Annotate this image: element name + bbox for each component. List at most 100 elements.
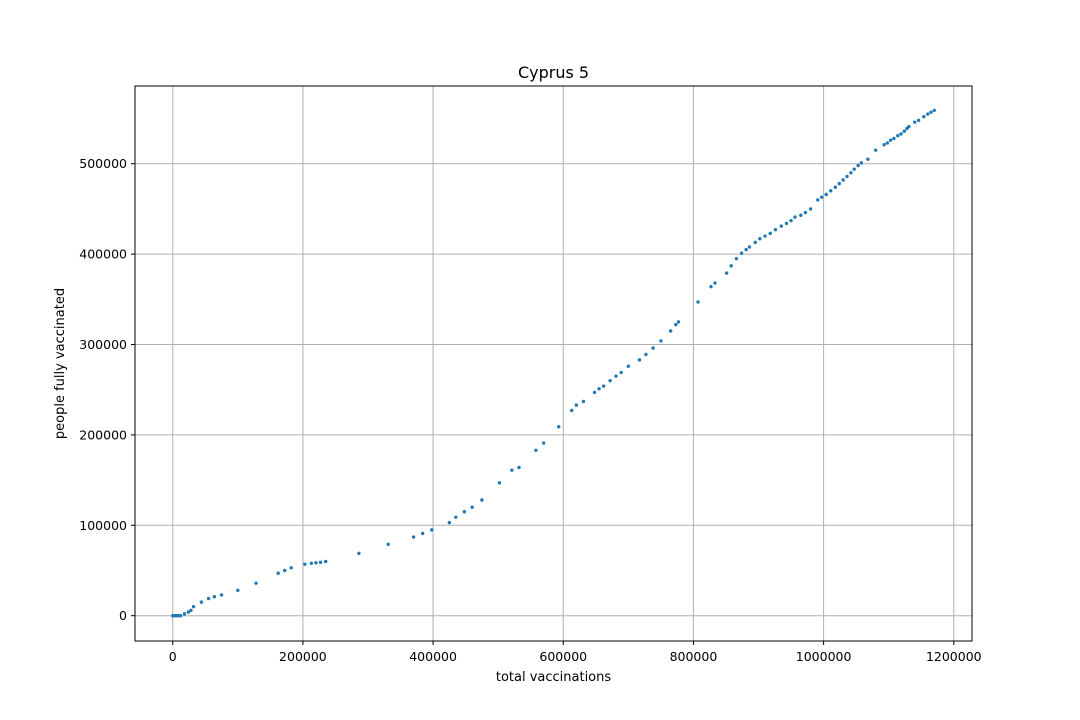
data-point xyxy=(357,551,361,556)
data-point xyxy=(758,237,762,241)
y-tick-label: 300000 xyxy=(79,337,127,352)
y-axis-ticks: 0 100000 200000 300000 400000 500000 xyxy=(79,156,135,623)
data-point xyxy=(199,600,204,604)
data-point xyxy=(916,118,921,123)
data-point xyxy=(411,535,416,539)
data-point xyxy=(734,256,739,261)
data-point xyxy=(309,561,314,565)
data-point xyxy=(837,181,841,186)
data-point xyxy=(386,542,390,546)
data-point xyxy=(212,595,217,599)
data-point xyxy=(178,613,183,618)
data-point xyxy=(592,390,597,395)
data-point xyxy=(899,132,903,136)
x-tick-label: 800000 xyxy=(670,649,718,664)
data-point xyxy=(856,163,860,168)
data-point xyxy=(534,448,538,452)
data-point xyxy=(430,528,434,532)
data-point xyxy=(454,515,458,519)
data-point xyxy=(829,189,833,193)
data-point xyxy=(674,322,678,327)
data-point xyxy=(276,571,280,575)
data-point xyxy=(206,596,211,601)
data-point xyxy=(773,228,778,232)
data-point xyxy=(824,192,828,197)
data-point xyxy=(608,378,612,383)
data-point xyxy=(888,138,893,142)
data-point xyxy=(557,425,561,429)
x-axis-label: total vaccinations xyxy=(496,670,612,685)
data-point xyxy=(236,588,240,593)
data-point xyxy=(793,215,797,219)
data-point xyxy=(724,271,729,275)
data-point xyxy=(219,593,224,597)
data-point xyxy=(709,284,713,289)
data-point xyxy=(420,531,425,536)
y-axis-label: people fully vaccinated xyxy=(53,288,68,439)
x-tick-label: 200000 xyxy=(279,649,327,664)
data-point xyxy=(803,210,808,215)
data-point xyxy=(763,234,767,238)
data-point xyxy=(510,468,514,472)
data-point xyxy=(282,568,287,573)
data-point xyxy=(892,136,896,141)
data-point xyxy=(873,148,878,152)
y-tick-label: 200000 xyxy=(79,427,127,442)
data-point xyxy=(619,370,623,375)
data-point xyxy=(816,198,820,202)
data-point xyxy=(913,120,917,124)
data-point xyxy=(574,403,578,407)
y-tick-label: 0 xyxy=(119,608,127,623)
data-point xyxy=(744,247,748,252)
data-point xyxy=(191,604,196,609)
x-tick-label: 1200000 xyxy=(926,649,982,664)
data-point xyxy=(601,384,606,388)
data-point xyxy=(866,157,870,161)
data-point xyxy=(254,581,258,585)
data-point xyxy=(926,112,930,116)
data-point xyxy=(497,481,502,485)
grid-lines xyxy=(135,86,972,641)
data-point xyxy=(318,560,323,565)
data-point xyxy=(447,520,452,525)
y-tick-label: 500000 xyxy=(79,156,127,171)
data-point xyxy=(614,374,618,378)
data-point xyxy=(713,281,717,285)
data-point xyxy=(668,329,673,333)
data-point xyxy=(753,240,757,245)
data-points xyxy=(171,108,936,618)
data-point xyxy=(808,207,813,211)
data-point xyxy=(659,339,663,343)
data-point xyxy=(480,498,484,502)
x-axis-ticks: 0 200000 400000 600000 800000 1000000 1200000 xyxy=(169,641,982,664)
data-point xyxy=(739,251,744,255)
data-point xyxy=(644,352,648,357)
data-point xyxy=(882,143,886,147)
data-point xyxy=(470,505,474,509)
data-point xyxy=(849,171,853,175)
data-point xyxy=(626,364,631,368)
data-point xyxy=(922,115,926,119)
data-point xyxy=(907,124,911,129)
data-point xyxy=(651,346,655,350)
chart-title: Cyprus 5 xyxy=(518,63,589,82)
data-point xyxy=(542,441,546,445)
data-point xyxy=(303,562,307,566)
data-point xyxy=(784,221,789,226)
x-tick-label: 600000 xyxy=(539,649,587,664)
data-point xyxy=(570,408,574,413)
data-point xyxy=(517,465,521,470)
data-point xyxy=(747,245,752,249)
data-point xyxy=(902,129,907,133)
data-point xyxy=(799,213,803,217)
data-point xyxy=(696,300,700,304)
x-tick-label: 400000 xyxy=(409,649,457,664)
data-point xyxy=(324,559,328,564)
data-point xyxy=(289,566,293,570)
data-point xyxy=(314,561,318,565)
data-point xyxy=(182,612,187,616)
data-point xyxy=(833,185,838,189)
